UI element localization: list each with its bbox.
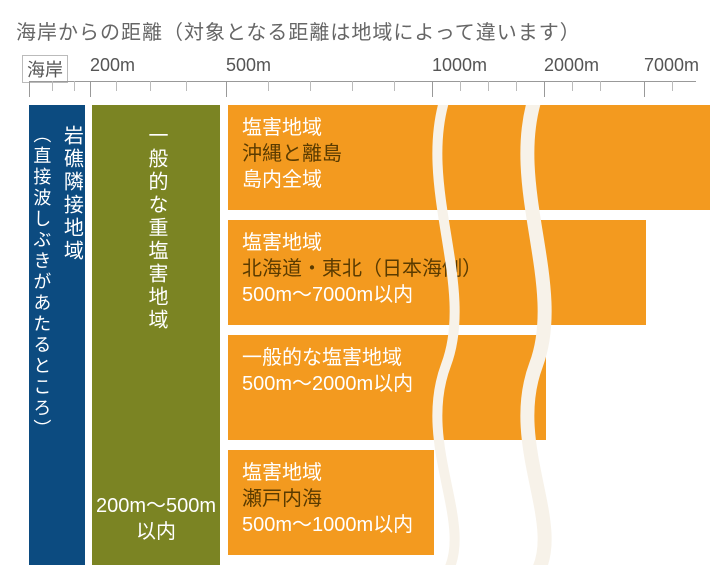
salt-bar-3: 塩害地域瀬戸内海500m〜1000m以内 [228, 450, 434, 555]
bar-range-0: 島内全域 [242, 167, 696, 193]
axis-subtick-11 [516, 81, 517, 91]
bar-range-1: 500m〜7000m以内 [242, 282, 632, 308]
axis-subtick-1 [74, 81, 75, 91]
chart-area: （直接波しぶきがあたるところ） 岩礁隣接地域 一般的な重塩害地域 200m〜50… [16, 105, 710, 565]
axis-subtick-3 [150, 81, 151, 91]
bar-cat-2: 一般的な塩害地域 [242, 345, 532, 371]
axis-label-2: 1000m [432, 55, 487, 76]
bar-region-3: 瀬戸内海 [242, 486, 420, 512]
axis-ticks [16, 81, 696, 97]
axis-tick-2 [432, 81, 433, 97]
axis-subtick-12 [572, 81, 573, 91]
axis-label-0: 200m [90, 55, 135, 76]
axis-label-1: 500m [226, 55, 271, 76]
axis-tick-1 [226, 81, 227, 97]
axis-subtick-5 [268, 81, 269, 91]
bar-cat-0: 塩害地域 [242, 115, 696, 141]
axis-subtick-8 [394, 81, 395, 91]
axis-tick-0 [90, 81, 91, 97]
axis-tick-4 [644, 81, 645, 97]
bar-range-2: 500m〜2000m以内 [242, 371, 532, 397]
container: 海岸からの距離（対象となる距離は地域によって違います） 海岸 200m 500m 1… [0, 0, 710, 554]
bar-cat-1: 塩害地域 [242, 230, 632, 256]
axis-subtick-13 [600, 81, 601, 91]
bar-cat-3: 塩害地域 [242, 460, 420, 486]
salt-bar-0: 塩害地域沖縄と離島島内全域 [228, 105, 710, 210]
salt-bar-1: 塩害地域北海道・東北（日本海側）500m〜7000m以内 [228, 220, 646, 325]
bar-region-1: 北海道・東北（日本海側） [242, 256, 632, 282]
axis-subtick-2 [116, 81, 117, 91]
axis-baseline [29, 81, 696, 82]
axis-subtick-7 [352, 81, 353, 91]
axis-row: 海岸 200m 500m 1000m 2000m 7000m [16, 55, 710, 99]
axis-subtick-14 [672, 81, 673, 91]
axis-subtick-4 [186, 81, 187, 91]
salt-bar-2: 一般的な塩害地域500m〜2000m以内 [228, 335, 546, 440]
axis-coast-label: 海岸 [22, 55, 68, 83]
axis-subtick-0 [52, 81, 53, 91]
bar-region-0: 沖縄と離島 [242, 141, 696, 167]
axis-subtick-10 [488, 81, 489, 91]
axis-subtick-9 [460, 81, 461, 91]
axis-label-3: 2000m [544, 55, 599, 76]
axis-tick-3 [544, 81, 545, 97]
bar-range-3: 500m〜1000m以内 [242, 512, 420, 538]
axis-tick-coast [29, 81, 30, 97]
chart-title: 海岸からの距離（対象となる距離は地域によって違います） [16, 16, 710, 45]
axis-subtick-6 [310, 81, 311, 91]
bars-layer: 塩害地域沖縄と離島島内全域塩害地域北海道・東北（日本海側）500m〜7000m以… [16, 105, 710, 565]
axis-label-4: 7000m [644, 55, 699, 76]
